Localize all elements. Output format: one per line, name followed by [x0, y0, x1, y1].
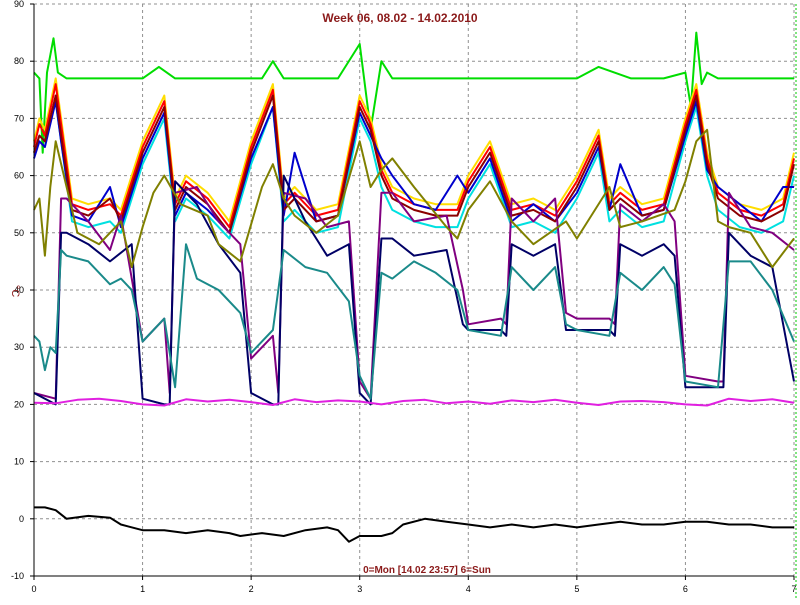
x-tick-label: 0	[31, 584, 36, 594]
axis-layer: -10 0 10 20 30 40 50 60 70 80 90 0 1 2 3 4 5 6 7	[11, 0, 797, 598]
y-tick-label: 40	[14, 285, 24, 295]
y-tick-label: 50	[14, 228, 24, 238]
x-tick-label: 7	[791, 584, 796, 594]
x-tick-label: 6	[683, 584, 688, 594]
series-line-12	[34, 506, 794, 543]
x-tick-label: 4	[466, 584, 471, 594]
series-line-1	[33, 31, 794, 154]
x-tick-label: 5	[574, 584, 579, 594]
x-tick-label: 1	[140, 584, 145, 594]
series-layer	[33, 31, 795, 543]
y-tick-label: 60	[14, 171, 24, 181]
y-axis-label: °C	[9, 285, 21, 297]
y-tick-label: -10	[11, 571, 24, 581]
series-line-6	[33, 94, 795, 234]
chart-title: Week 06, 08.02 - 14.02.2010	[322, 11, 478, 25]
x-axis-label: 0=Mon [14.02 23:57] 6=Sun	[363, 565, 491, 576]
y-tick-label: 70	[14, 113, 24, 123]
series-line-11	[33, 397, 795, 407]
series-line-10	[33, 128, 795, 269]
y-tick-label: 20	[14, 399, 24, 409]
series-line-9	[33, 243, 795, 400]
x-tick-label: 3	[357, 584, 362, 594]
y-tick-label: 0	[19, 514, 24, 524]
series-line-2	[33, 77, 795, 223]
x-tick-label: 2	[249, 584, 254, 594]
y-tick-label: 30	[14, 342, 24, 352]
series-line-8	[33, 174, 795, 406]
y-tick-label: 10	[14, 457, 24, 467]
y-tick-label: 90	[14, 0, 24, 9]
y-tick-label: 80	[14, 56, 24, 66]
